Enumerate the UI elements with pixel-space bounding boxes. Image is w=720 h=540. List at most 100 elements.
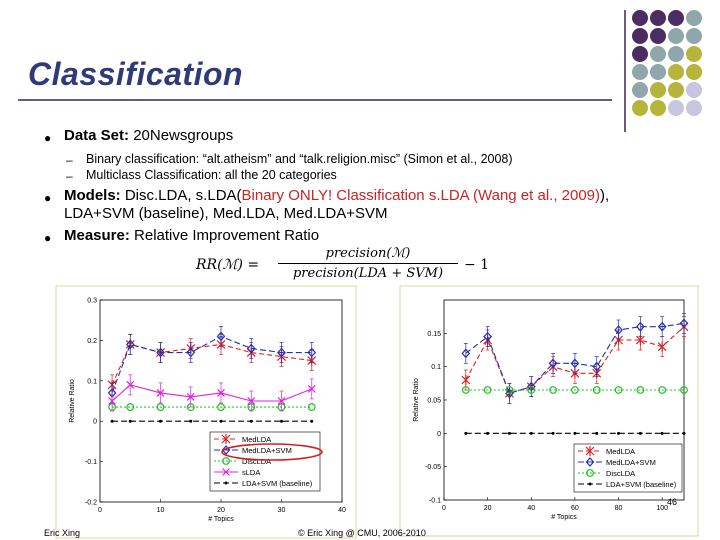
point-marker xyxy=(280,419,283,423)
chart-legend: MedLDA MedLDA+SVM DiscLDA sLDA LDA+SVM (base… xyxy=(209,431,321,492)
point-marker xyxy=(658,386,667,394)
point-marker xyxy=(224,481,228,485)
bullet-text-tail: ), xyxy=(600,187,610,204)
point-marker xyxy=(682,431,686,435)
dot-purple xyxy=(650,28,666,44)
point-marker xyxy=(657,321,667,332)
x-tick-label: 30 xyxy=(278,507,286,514)
point-marker xyxy=(636,321,645,332)
point-marker xyxy=(586,469,594,477)
bullet-highlight: Binary ONLY! Classification s.LDA (Wang … xyxy=(241,187,601,204)
point-marker xyxy=(156,403,165,411)
y-tick-label: 0 xyxy=(437,431,441,438)
y-tick-label: 0.15 xyxy=(427,331,441,338)
bullet-text: 20Newsgroups xyxy=(129,127,234,144)
point-marker xyxy=(551,431,555,435)
x-tick-label: 20 xyxy=(484,505,492,512)
y-axis-label: Relative Ratio xyxy=(413,378,420,422)
binary-classification-chart: 0 10 20 30 40 -0.2 -0.1 0 0.1 0.2 0.3 # Topics Relat… xyxy=(55,285,357,539)
point-marker xyxy=(189,419,193,423)
dot-gray-blue xyxy=(632,82,648,98)
legend-label: MedLDA xyxy=(242,435,271,444)
point-marker xyxy=(277,347,286,358)
bullet-text: Relative Improvement Ratio xyxy=(129,227,320,244)
legend-label: DiscLDA xyxy=(606,469,635,478)
point-marker xyxy=(680,386,688,394)
slide-title: Classification xyxy=(28,56,244,92)
bullet-label: Models: xyxy=(64,187,121,204)
series-slda xyxy=(108,374,316,412)
y-tick-label: -0.05 xyxy=(425,464,441,471)
x-axis-label: # Topics xyxy=(551,514,577,521)
dot-olive xyxy=(650,100,666,116)
y-tick-label: 0.05 xyxy=(427,398,441,405)
y-tick-label: 0.3 xyxy=(87,298,97,305)
series-lda-svm-baseline- xyxy=(464,431,686,435)
point-marker xyxy=(247,397,256,405)
formula-rhs: − 1 xyxy=(464,257,490,273)
y-tick-label: -0.1 xyxy=(85,459,97,466)
point-marker xyxy=(307,403,316,411)
legend-label: LDA+SVM (baseline) xyxy=(242,479,313,488)
point-marker xyxy=(483,331,492,342)
point-marker xyxy=(548,358,558,369)
dot-gray-blue xyxy=(686,28,702,44)
point-marker xyxy=(156,388,165,397)
point-marker xyxy=(126,380,135,389)
dot-purple xyxy=(632,10,648,26)
formula-lhs: RR(ℳ) = xyxy=(196,257,260,273)
y-tick-label: 0.1 xyxy=(431,364,441,371)
point-marker xyxy=(246,343,256,354)
point-marker xyxy=(186,347,196,358)
point-marker xyxy=(461,348,471,359)
point-marker xyxy=(585,446,595,456)
x-tick-label: 40 xyxy=(338,507,346,514)
formula-denominator: precision(LDA + SVM) xyxy=(292,266,444,281)
point-marker xyxy=(585,457,595,467)
point-marker xyxy=(614,386,623,394)
point-marker xyxy=(486,431,490,435)
series-medlda-svm xyxy=(461,312,689,404)
x-tick-label: 100 xyxy=(656,505,668,512)
x-tick-label: 0 xyxy=(98,507,102,514)
point-marker xyxy=(679,318,689,329)
point-marker xyxy=(617,431,621,435)
point-marker xyxy=(217,388,225,397)
x-axis-label: # Topics xyxy=(208,516,234,523)
bullet-label: Data Set: xyxy=(64,127,130,144)
x-tick-label: 80 xyxy=(615,505,623,512)
point-marker xyxy=(529,431,533,435)
point-marker xyxy=(108,397,117,405)
dot-olive xyxy=(632,100,648,116)
bullet-text: Disc.LDA, s.LDA( xyxy=(120,187,242,204)
dot-purple xyxy=(632,46,648,62)
relative-ratio-formula: RR(ℳ) = precision(ℳ) precision(LDA + SVM… xyxy=(196,246,496,286)
point-marker xyxy=(249,419,253,423)
sub-bullet-marker: – xyxy=(66,153,73,167)
dot-gray-blue xyxy=(650,64,666,80)
sub-bullet-marker: – xyxy=(66,169,73,183)
bullet-measure: Measure: Relative Improvement Ratio xyxy=(64,227,319,244)
point-marker xyxy=(277,397,286,405)
point-marker xyxy=(614,325,623,335)
dot-olive xyxy=(650,82,666,98)
page-number: 46 xyxy=(667,497,678,507)
y-tick-label: -0.2 xyxy=(85,500,97,507)
point-marker xyxy=(526,381,536,392)
dot-olive xyxy=(668,64,684,80)
series-line xyxy=(111,335,312,394)
point-marker xyxy=(570,358,580,369)
sub-bullet-binary: Binary classification: “alt.atheism” and… xyxy=(86,152,513,166)
x-tick-label: 20 xyxy=(217,507,225,514)
series-disclda xyxy=(461,386,688,394)
point-marker xyxy=(592,386,601,394)
point-marker xyxy=(307,347,317,358)
legend-label: MedLDA xyxy=(606,447,635,456)
bullet-marker: ● xyxy=(44,131,52,145)
point-marker xyxy=(310,419,314,423)
formula-numerator: precision(ℳ) xyxy=(325,246,411,261)
point-marker xyxy=(595,431,599,435)
legend-label: MedLDA+SVM xyxy=(606,458,656,467)
y-tick-label: 0 xyxy=(93,419,97,426)
